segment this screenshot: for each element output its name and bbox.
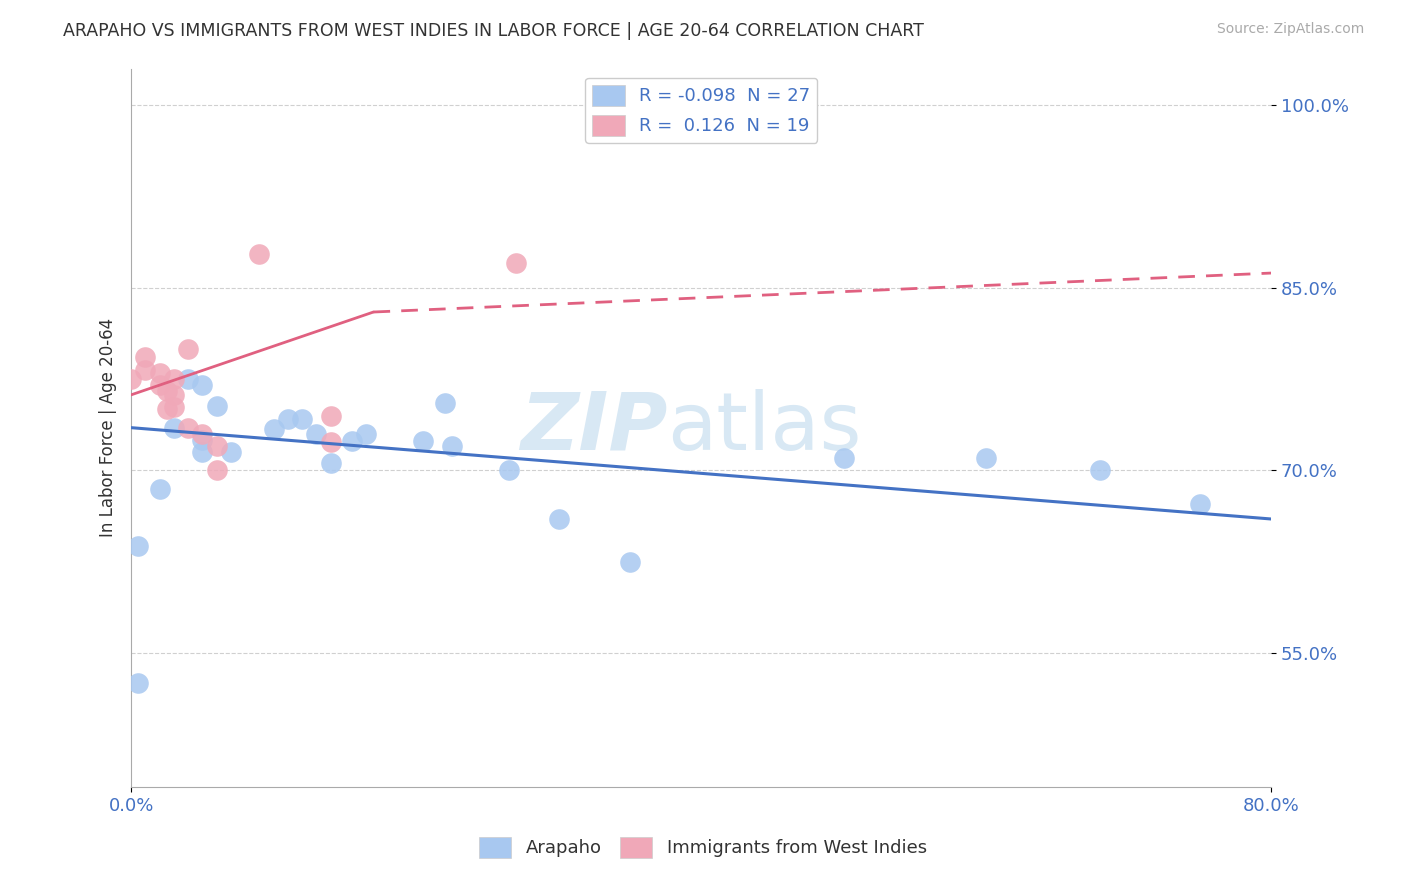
Point — [319, 409, 342, 423]
Point — [340, 434, 363, 448]
Point — [219, 445, 242, 459]
Point — [412, 434, 434, 448]
Point — [356, 426, 378, 441]
Point — [1088, 463, 1111, 477]
Point — [163, 388, 186, 402]
Point — [263, 422, 285, 436]
Legend: Arapaho, Immigrants from West Indies: Arapaho, Immigrants from West Indies — [472, 830, 934, 865]
Point — [498, 463, 520, 477]
Point — [149, 378, 172, 392]
Point — [205, 463, 228, 477]
Point — [305, 426, 328, 441]
Point — [249, 246, 271, 260]
Point — [1188, 497, 1211, 511]
Point — [134, 350, 156, 364]
Point — [191, 426, 214, 441]
Point — [277, 412, 299, 426]
Point — [547, 512, 569, 526]
Point — [440, 439, 463, 453]
Point — [134, 363, 156, 377]
Point — [163, 400, 186, 414]
Point — [149, 482, 172, 496]
Point — [974, 451, 997, 466]
Text: ZIP: ZIP — [520, 389, 666, 467]
Point — [832, 451, 855, 466]
Point — [205, 439, 228, 453]
Point — [177, 420, 200, 434]
Point — [163, 372, 186, 386]
Point — [191, 445, 214, 459]
Text: atlas: atlas — [666, 389, 862, 467]
Point — [191, 378, 214, 392]
Point — [433, 396, 456, 410]
Text: ARAPAHO VS IMMIGRANTS FROM WEST INDIES IN LABOR FORCE | AGE 20-64 CORRELATION CH: ARAPAHO VS IMMIGRANTS FROM WEST INDIES I… — [63, 22, 924, 40]
Point — [319, 456, 342, 470]
Point — [127, 676, 149, 690]
Point — [120, 372, 142, 386]
Point — [156, 384, 179, 399]
Point — [319, 435, 342, 450]
Legend: R = -0.098  N = 27, R =  0.126  N = 19: R = -0.098 N = 27, R = 0.126 N = 19 — [585, 78, 817, 143]
Point — [156, 402, 179, 417]
Point — [191, 433, 214, 447]
Text: Source: ZipAtlas.com: Source: ZipAtlas.com — [1216, 22, 1364, 37]
Point — [127, 539, 149, 553]
Point — [163, 420, 186, 434]
Y-axis label: In Labor Force | Age 20-64: In Labor Force | Age 20-64 — [100, 318, 117, 537]
Point — [177, 342, 200, 356]
Point — [505, 256, 527, 270]
Point — [291, 412, 314, 426]
Point — [177, 372, 200, 386]
Point — [619, 555, 641, 569]
Point — [205, 399, 228, 413]
Point — [149, 366, 172, 380]
